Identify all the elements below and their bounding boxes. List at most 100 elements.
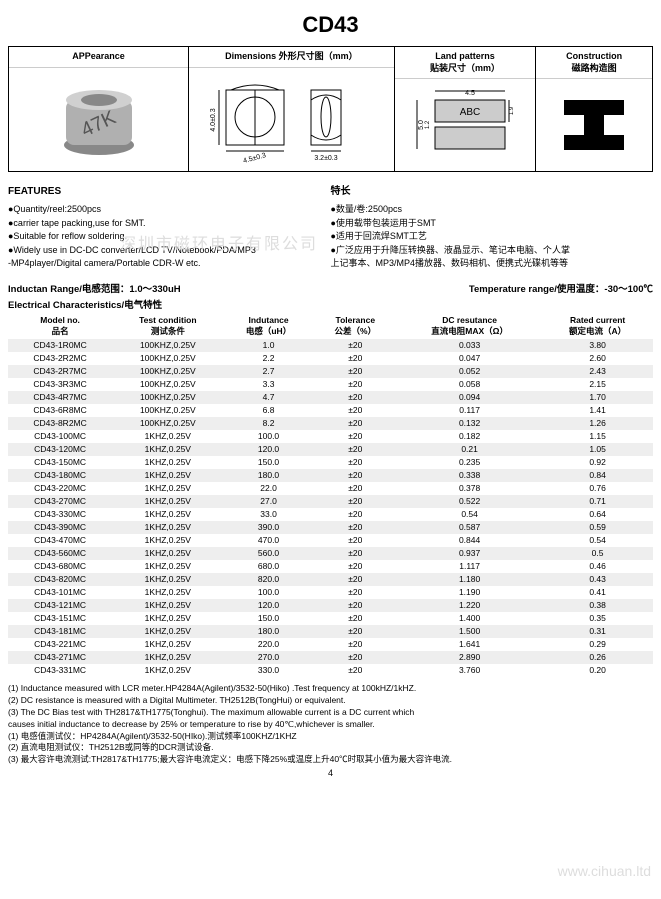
- table-cell: CD43-470MC: [8, 534, 112, 547]
- table-cell: 2.890: [397, 651, 542, 664]
- table-cell: 1.70: [542, 391, 653, 404]
- table-row: CD43-271MC1KHZ,0.25V270.0±202.8900.26: [8, 651, 653, 664]
- table-cell: 0.182: [397, 430, 542, 443]
- table-cell: ±20: [314, 508, 397, 521]
- table-cell: CD43-680MC: [8, 560, 112, 573]
- table-cell: ±20: [314, 482, 397, 495]
- table-row: CD43-8R2MC100KHZ,0.25V8.2±200.1321.26: [8, 417, 653, 430]
- table-cell: CD43-331MC: [8, 664, 112, 677]
- temp-range: Temperature range/使用温度：-30～100℃: [469, 281, 653, 295]
- table-cell: CD43-820MC: [8, 573, 112, 586]
- feat-cn-0: ●数量/卷:2500pcs: [331, 203, 654, 217]
- table-cell: 27.0: [224, 495, 314, 508]
- th-tol: Tolerance 公差（%）: [314, 313, 397, 339]
- table-row: CD43-4R7MC100KHZ,0.25V4.7±200.0941.70: [8, 391, 653, 404]
- table-cell: ±20: [314, 599, 397, 612]
- svg-text:4.5±0.3: 4.5±0.3: [243, 152, 267, 165]
- table-row: CD43-270MC1KHZ,0.25V27.0±200.5220.71: [8, 495, 653, 508]
- table-cell: CD43-271MC: [8, 651, 112, 664]
- table-cell: 1KHZ,0.25V: [112, 664, 223, 677]
- table-cell: ±20: [314, 625, 397, 638]
- table-cell: CD43-330MC: [8, 508, 112, 521]
- table-row: CD43-470MC1KHZ,0.25V470.0±200.8440.54: [8, 534, 653, 547]
- table-cell: 1.26: [542, 417, 653, 430]
- table-cell: CD43-8R2MC: [8, 417, 112, 430]
- table-cell: 100KHZ,0.25V: [112, 404, 223, 417]
- table-cell: 1KHZ,0.25V: [112, 456, 223, 469]
- th-ind: Indutance 电感（uH）: [224, 313, 314, 339]
- table-cell: 0.35: [542, 612, 653, 625]
- table-cell: 1.15: [542, 430, 653, 443]
- table-row: CD43-330MC1KHZ,0.25V33.0±200.540.64: [8, 508, 653, 521]
- table-cell: 1KHZ,0.25V: [112, 547, 223, 560]
- svg-text:ABC: ABC: [460, 107, 481, 118]
- table-cell: CD43-100MC: [8, 430, 112, 443]
- table-cell: 0.937: [397, 547, 542, 560]
- table-cell: 0.31: [542, 625, 653, 638]
- table-row: CD43-2R2MC100KHZ,0.25V2.2±200.0472.60: [8, 352, 653, 365]
- table-cell: 120.0: [224, 443, 314, 456]
- feat-en-3: ●Widely use in DC-DC converter/LCD TV/No…: [8, 244, 331, 271]
- table-cell: 33.0: [224, 508, 314, 521]
- table-cell: 3.3: [224, 378, 314, 391]
- table-cell: 820.0: [224, 573, 314, 586]
- table-cell: 2.15: [542, 378, 653, 391]
- table-cell: 2.7: [224, 365, 314, 378]
- features-head-en: FEATURES: [8, 184, 331, 199]
- th-test: Test condition 测试条件: [112, 313, 223, 339]
- table-row: CD43-121MC1KHZ,0.25V120.0±201.2200.38: [8, 599, 653, 612]
- table-row: CD43-560MC1KHZ,0.25V560.0±200.9370.5: [8, 547, 653, 560]
- table-row: CD43-2R7MC100KHZ,0.25V2.7±200.0522.43: [8, 365, 653, 378]
- table-cell: 6.8: [224, 404, 314, 417]
- head-appearance: APPearance: [9, 47, 188, 68]
- table-cell: 1KHZ,0.25V: [112, 651, 223, 664]
- table-cell: ±20: [314, 443, 397, 456]
- table-cell: 100KHZ,0.25V: [112, 339, 223, 352]
- table-cell: 2.2: [224, 352, 314, 365]
- head-land: Land patterns 贴装尺寸（mm）: [395, 47, 535, 79]
- table-cell: CD43-2R7MC: [8, 365, 112, 378]
- head-construction: Construction 磁路构造图: [536, 47, 652, 79]
- spec-table: Model no. 品名 Test condition 测试条件 Indutan…: [8, 313, 653, 677]
- table-cell: ±20: [314, 456, 397, 469]
- table-cell: 180.0: [224, 625, 314, 638]
- table-cell: 0.71: [542, 495, 653, 508]
- table-cell: 470.0: [224, 534, 314, 547]
- table-cell: 0.26: [542, 651, 653, 664]
- table-cell: 150.0: [224, 612, 314, 625]
- construction-icon: [559, 95, 629, 155]
- table-cell: CD43-121MC: [8, 599, 112, 612]
- table-cell: 180.0: [224, 469, 314, 482]
- top-grid: APPearance 47K Dimensions 外形尺寸图（mm） 4.0±…: [8, 46, 653, 172]
- table-cell: 1.117: [397, 560, 542, 573]
- table-cell: 1KHZ,0.25V: [112, 638, 223, 651]
- table-cell: 0.235: [397, 456, 542, 469]
- table-cell: ±20: [314, 339, 397, 352]
- table-cell: 1KHZ,0.25V: [112, 430, 223, 443]
- svg-text:5.0: 5.0: [418, 120, 425, 130]
- table-cell: ±20: [314, 651, 397, 664]
- note-line: (3) 最大容许电流测试:TH2817&TH1775;最大容许电流定义：电感下降…: [8, 754, 653, 766]
- table-cell: 0.117: [397, 404, 542, 417]
- table-cell: 1KHZ,0.25V: [112, 443, 223, 456]
- table-cell: 0.587: [397, 521, 542, 534]
- note-line: (2) 直流电阻测试仪：TH2512B或同等的DCR测试设备.: [8, 742, 653, 754]
- table-row: CD43-221MC1KHZ,0.25V220.0±201.6410.29: [8, 638, 653, 651]
- table-cell: 1.180: [397, 573, 542, 586]
- table-cell: ±20: [314, 404, 397, 417]
- table-row: CD43-181MC1KHZ,0.25V180.0±201.5000.31: [8, 625, 653, 638]
- table-cell: 1KHZ,0.25V: [112, 560, 223, 573]
- table-cell: 2.60: [542, 352, 653, 365]
- table-cell: 0.43: [542, 573, 653, 586]
- table-cell: 0.84: [542, 469, 653, 482]
- table-cell: 0.033: [397, 339, 542, 352]
- table-cell: 100KHZ,0.25V: [112, 365, 223, 378]
- table-cell: 1KHZ,0.25V: [112, 612, 223, 625]
- table-cell: 0.92: [542, 456, 653, 469]
- table-row: CD43-151MC1KHZ,0.25V150.0±201.4000.35: [8, 612, 653, 625]
- note-line: (2) DC resistance is measured with a Dig…: [8, 695, 653, 707]
- table-cell: ±20: [314, 573, 397, 586]
- table-cell: 0.094: [397, 391, 542, 404]
- table-cell: CD43-1R0MC: [8, 339, 112, 352]
- table-cell: 1.41: [542, 404, 653, 417]
